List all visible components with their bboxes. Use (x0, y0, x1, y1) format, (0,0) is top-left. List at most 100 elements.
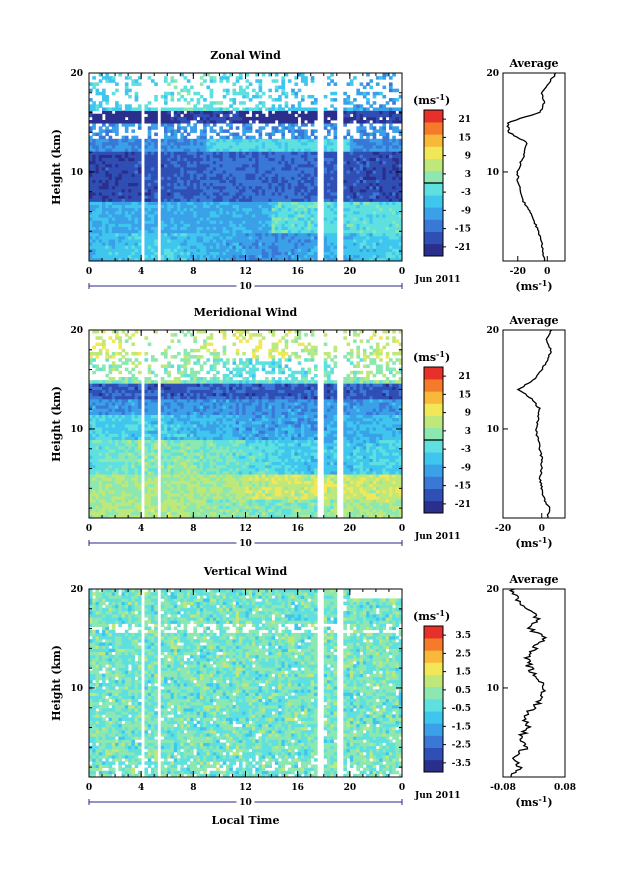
x-tick-label: 8 (190, 783, 196, 793)
colorbar-segment (424, 488, 443, 502)
profile-frame (502, 588, 566, 778)
colorbar-tick-label: -15 (455, 482, 471, 492)
colorbar-tick-label: 15 (458, 390, 471, 400)
profile-x-tick-label: -20 (495, 524, 511, 534)
colorbar-tick-label: -3 (461, 445, 471, 455)
colorbar-segment (424, 452, 443, 465)
colorbar-tick-label: 0.5 (455, 686, 471, 696)
x-tick-label: 0 (399, 267, 405, 277)
x-tick-label: 16 (291, 267, 304, 277)
colorbar-segment (424, 638, 443, 651)
colorbar-segment (424, 662, 443, 675)
colorbar-segment (424, 379, 443, 392)
colorbar-segment (424, 440, 443, 453)
colorbar-segment (424, 464, 443, 477)
colorbar-segment (424, 134, 443, 147)
y-tick-label: 10 (70, 168, 83, 178)
colorbar-tick-label: 9 (465, 409, 471, 419)
x-tick-label: 4 (138, 267, 144, 277)
colorbar-tick-label: -9 (461, 206, 471, 216)
colorbar-tick-label: -1.5 (452, 722, 471, 732)
colorbar-segment (424, 699, 443, 712)
profile-title: Average (508, 57, 558, 70)
profile-line (508, 588, 548, 778)
x-tick-label: 0 (86, 783, 92, 793)
colorbar-segment (424, 110, 443, 123)
profile-frame (502, 72, 566, 262)
x-tick-label: 0 (399, 783, 405, 793)
profile-x-tick-label: 0.08 (554, 783, 576, 793)
profile-x-label: (ms-1) (515, 278, 552, 293)
panel-vertical-wind: Vertical Wind 20 10 Height (km) 0 4 8 12 16 20 0 10… (50, 565, 576, 827)
x-tick-label: 20 (344, 783, 357, 793)
colorbar-segment (424, 711, 443, 724)
y-tick-label: 10 (70, 425, 83, 435)
date-day-bg (236, 281, 255, 291)
x-tick-label: 16 (291, 783, 304, 793)
profile-x-tick-label: -0.08 (490, 783, 516, 793)
colorbar-tick-label: 2.5 (455, 649, 471, 659)
date-label: Jun 2011 (414, 275, 461, 285)
panel-zonal-wind: Zonal Wind 20 10 Height (km) 0 4 8 12 16 20 0 10 Jun… (50, 49, 566, 293)
colorbar-tick-label: 9 (465, 152, 471, 162)
colorbar-segment (424, 243, 443, 257)
colorbar-tick-label: 21 (458, 372, 471, 382)
colorbar-segment (424, 476, 443, 489)
date-label: Jun 2011 (414, 532, 461, 542)
date-day-bg (236, 797, 255, 807)
profile-y-tick-label: 10 (486, 168, 499, 178)
profile-line (506, 72, 557, 262)
colorbar-segment (424, 183, 443, 196)
x-tick-label: 0 (86, 267, 92, 277)
colorbar-tick-label: -3.5 (452, 759, 471, 769)
profile-x-tick-label: 0 (544, 267, 550, 277)
panel-title: Zonal Wind (210, 49, 281, 62)
colorbar-segment (424, 403, 443, 416)
colorbar-segment (424, 158, 443, 172)
colorbar-tick-label: 3 (465, 427, 471, 437)
panel-title: Vertical Wind (203, 565, 288, 578)
colorbar-tick-label: -9 (461, 463, 471, 473)
colorbar-segment (424, 367, 443, 380)
date-label: Jun 2011 (414, 791, 461, 801)
colorbar-segment (424, 391, 443, 404)
x-tick-label: 12 (239, 267, 252, 277)
profile-y-tick-label: 20 (486, 326, 499, 336)
panel-title: Meridional Wind (194, 306, 298, 319)
x-tick-label: 0 (399, 524, 405, 534)
profile-y-tick-label: 20 (486, 585, 499, 595)
colorbar-tick-label: -21 (455, 243, 471, 253)
colorbar-frame (423, 625, 444, 773)
colorbar-tick-label: 3 (465, 170, 471, 180)
colorbar-tick-label: -3 (461, 188, 471, 198)
colorbar-tick-label: -2.5 (452, 741, 471, 751)
colorbar-unit: (ms-1) (413, 608, 450, 623)
date-day: 10 (239, 798, 252, 808)
y-tick-label: 10 (70, 684, 83, 694)
colorbar-segment (424, 650, 443, 663)
y-axis-label: Height (km) (50, 129, 63, 205)
profile-x-tick-label: -20 (510, 267, 526, 277)
y-tick-label: 20 (70, 326, 83, 336)
colorbar-segment (424, 626, 443, 639)
x-tick-label: 8 (190, 524, 196, 534)
colorbar-segment (424, 686, 443, 700)
date-day: 10 (239, 282, 252, 292)
panel-meridional-wind: Meridional Wind 20 10 Height (km) 0 4 8 12 16 20 0… (50, 306, 566, 550)
profile-x-label: (ms-1) (515, 794, 552, 809)
x-tick-label: 0 (86, 524, 92, 534)
profile-line (516, 329, 553, 519)
y-tick-label: 20 (70, 69, 83, 79)
profile-y-tick-label: 20 (486, 69, 499, 79)
x-tick-label: 20 (344, 524, 357, 534)
colorbar-segment (424, 170, 443, 184)
x-tick-label: 8 (190, 267, 196, 277)
profile-y-tick-label: 10 (486, 425, 499, 435)
colorbar-tick-label: 15 (458, 133, 471, 143)
colorbar-segment (424, 122, 443, 135)
profile-y-tick-label: 10 (486, 684, 499, 694)
colorbar-segment (424, 500, 443, 514)
colorbar-tick-label: 21 (458, 115, 471, 125)
x-tick-label: 4 (138, 783, 144, 793)
